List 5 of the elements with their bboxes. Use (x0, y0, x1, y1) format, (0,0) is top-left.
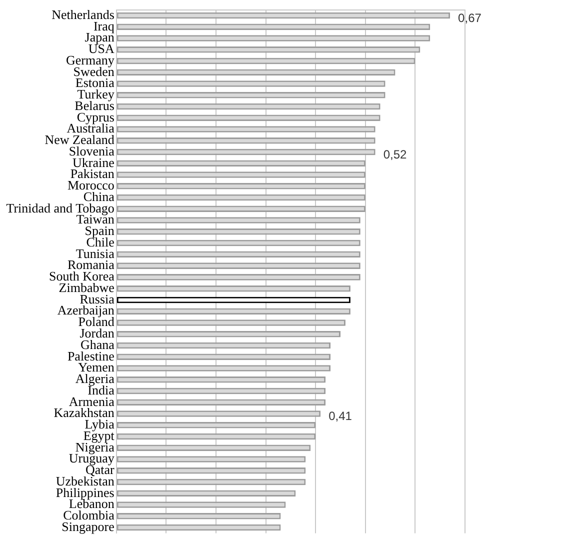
y-tick-label: Netherlands (52, 6, 114, 22)
data-label: 0,52 (383, 147, 408, 162)
data-label: 0,41 (328, 409, 352, 424)
data-label: 0,67 (458, 10, 482, 25)
y-tick-label: Estonia (75, 75, 115, 90)
